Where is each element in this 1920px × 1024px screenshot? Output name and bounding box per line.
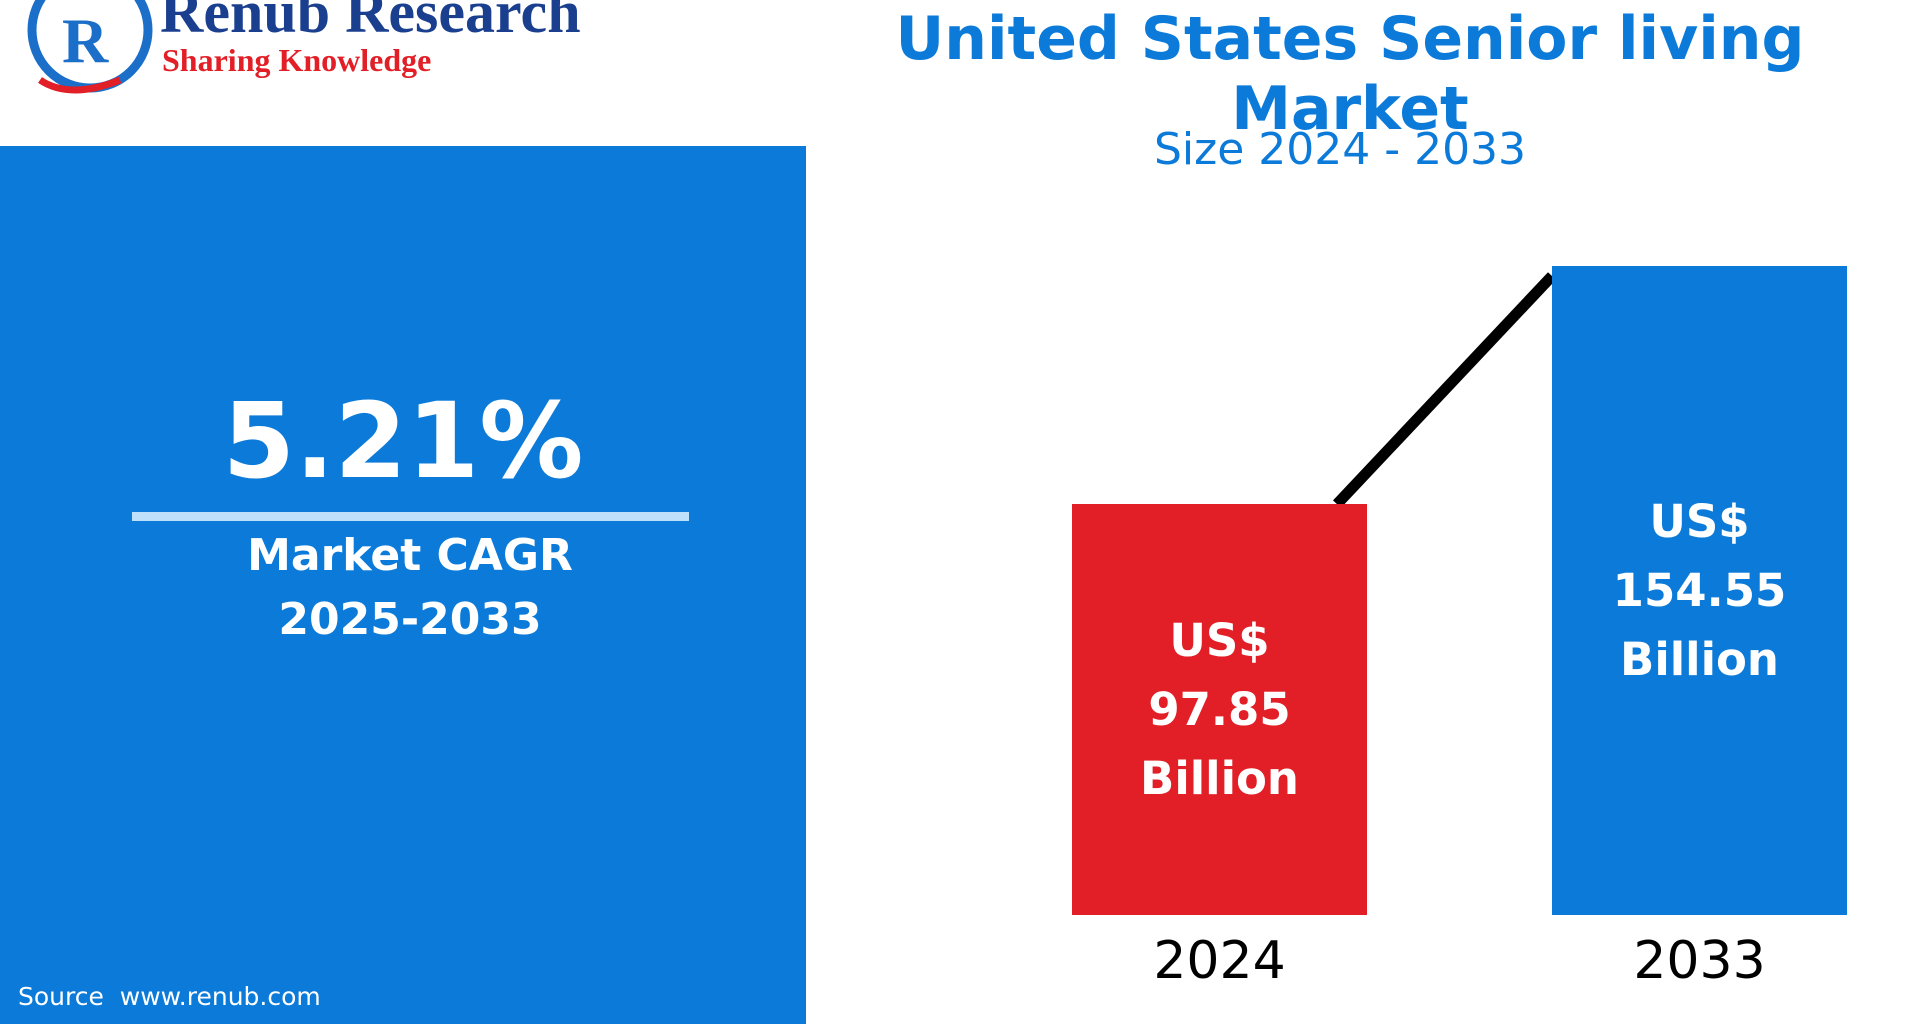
bar: US$ 154.55 Billion — [1552, 266, 1847, 915]
kpi-value: 5.21% — [222, 380, 584, 502]
bar: US$ 97.85 Billion — [1072, 504, 1367, 915]
data-label: US$ 97.85 Billion — [1140, 614, 1299, 806]
svg-text:R: R — [62, 5, 109, 76]
logo-tagline: Sharing Knowledge — [162, 42, 432, 78]
chart-title: United States Senior living Market — [895, 4, 1805, 144]
data-label: US$ 154.55 Billion — [1612, 495, 1787, 686]
kpi-rule — [132, 512, 689, 521]
trend-line — [1332, 272, 1557, 508]
logo-icon: R — [27, 0, 153, 94]
logo-name: Renub Research — [160, 0, 581, 45]
x-tick-label: 2033 — [1633, 931, 1766, 991]
kpi-panel — [0, 146, 806, 1024]
chart-subtitle: Size 2024 - 2033 — [1153, 124, 1527, 175]
kpi-label: Market CAGR 2025-2033 — [247, 530, 573, 645]
source: Source www.renub.com — [18, 982, 321, 1011]
x-tick-label: 2024 — [1153, 931, 1286, 991]
